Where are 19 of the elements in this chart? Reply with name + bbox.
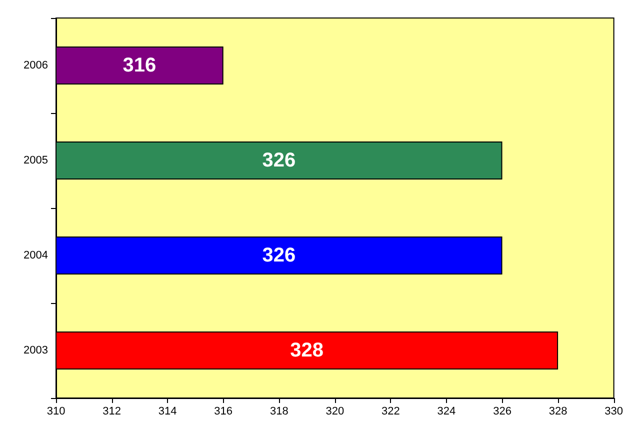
- x-tick-label: 322: [382, 406, 400, 418]
- y-tick-label: 2003: [24, 344, 48, 356]
- data-label: 326: [262, 150, 296, 172]
- y-tick-label: 2004: [24, 250, 48, 262]
- x-tick-label: 330: [604, 406, 624, 418]
- x-tick-label: 310: [46, 406, 66, 418]
- data-label: 328: [290, 340, 324, 362]
- y-tick-label: 2005: [24, 154, 48, 166]
- x-tick-label: 326: [493, 406, 512, 418]
- x-tick-label: 320: [326, 406, 344, 418]
- x-tick-label: 314: [158, 406, 177, 418]
- x-tick-label: 324: [437, 406, 456, 418]
- y-tick-label: 2006: [24, 60, 48, 72]
- x-tick-label: 312: [102, 406, 121, 418]
- x-tick-label: 328: [548, 406, 568, 418]
- x-tick-label: 318: [270, 406, 288, 418]
- data-label: 326: [262, 244, 296, 266]
- x-tick-label: 316: [214, 406, 233, 418]
- data-label: 316: [122, 54, 156, 76]
